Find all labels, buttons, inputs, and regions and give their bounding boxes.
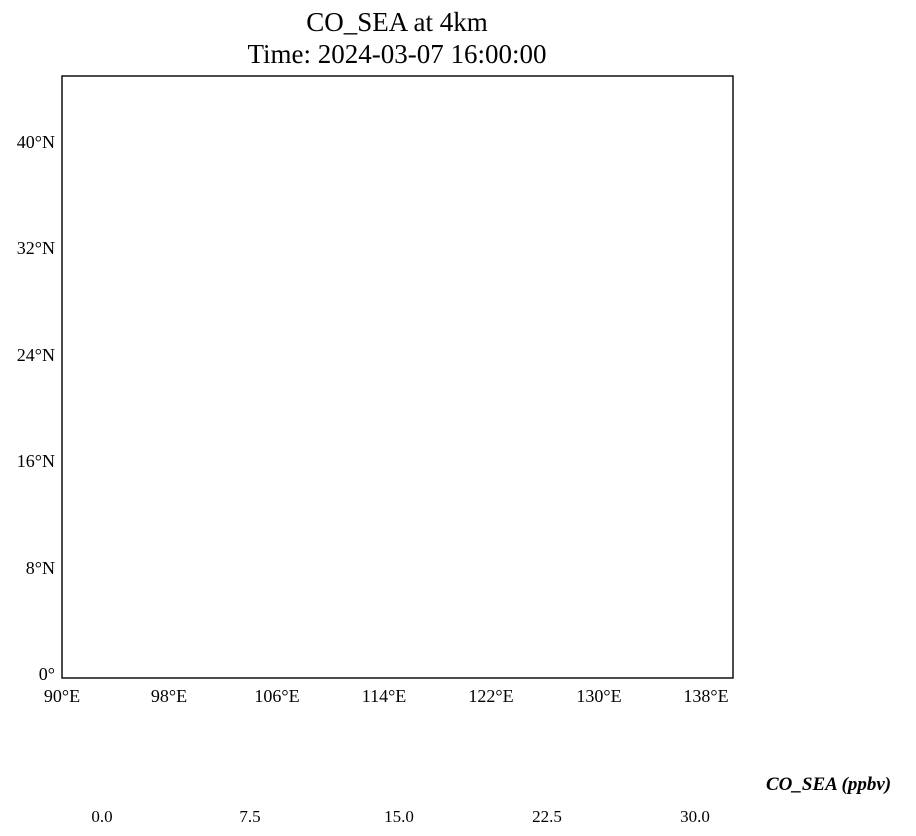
x-tick-label-4: 122°E	[468, 686, 513, 706]
colorbar-tick-label-2: 15.0	[384, 807, 414, 826]
y-tick-label-5: 0°	[39, 664, 55, 684]
colorbar-tick-label-0: 0.0	[91, 807, 112, 826]
colorbar-tick-label-3: 22.5	[532, 807, 562, 826]
x-tick-label-5: 130°E	[576, 686, 621, 706]
x-tick-label-2: 106°E	[254, 686, 299, 706]
colorbar-tick-label-1: 7.5	[239, 807, 260, 826]
map-frame	[61, 75, 734, 679]
y-tick-label-3: 16°N	[17, 451, 55, 471]
x-tick-label-6: 138°E	[683, 686, 728, 706]
y-tick-label-0: 40°N	[17, 132, 55, 152]
x-tick-label-0: 90°E	[44, 686, 80, 706]
colorbar-tick-label-4: 30.0	[680, 807, 710, 826]
y-tick-label-2: 24°N	[17, 345, 55, 365]
y-tick-label-4: 8°N	[26, 558, 55, 578]
plot-title: CO_SEA at 4km	[306, 7, 488, 37]
x-tick-label-1: 98°E	[151, 686, 187, 706]
y-tick-label-1: 32°N	[17, 238, 55, 258]
colorbar-label: CO_SEA (ppbv)	[766, 774, 891, 795]
x-tick-label-3: 114°E	[362, 686, 407, 706]
plot-subtitle: Time: 2024-03-07 16:00:00	[247, 39, 546, 69]
